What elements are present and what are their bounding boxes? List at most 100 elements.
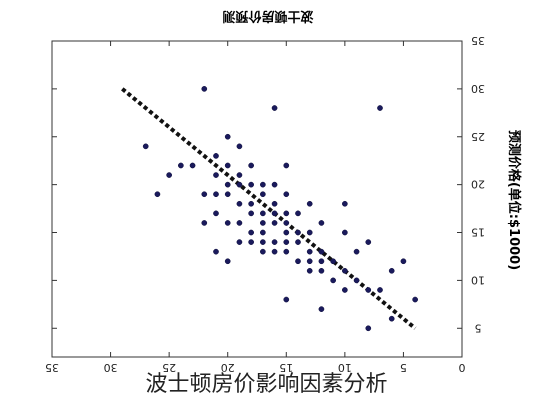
scatter-point bbox=[306, 200, 313, 207]
scatter-point bbox=[213, 248, 219, 255]
scatter-point bbox=[271, 181, 278, 188]
scatter-point bbox=[154, 191, 161, 198]
scatter-point bbox=[142, 143, 149, 150]
scatter-point bbox=[248, 200, 254, 207]
scatter-point bbox=[248, 229, 254, 236]
scatter-point bbox=[295, 258, 301, 265]
scatter-point bbox=[318, 248, 325, 255]
scatter-point bbox=[318, 220, 325, 226]
x-tick-label: 0 bbox=[459, 361, 466, 374]
scatter-point bbox=[271, 220, 278, 226]
scatter-point bbox=[271, 239, 278, 245]
scatter-point bbox=[353, 248, 360, 255]
scatter-point bbox=[342, 287, 348, 293]
scatter-point bbox=[236, 143, 243, 150]
scatter-point bbox=[318, 306, 325, 312]
scatter-point bbox=[224, 162, 231, 169]
scatter-point bbox=[388, 267, 395, 274]
y-tick-label: 15 bbox=[471, 226, 485, 239]
plot-frame bbox=[51, 40, 463, 358]
scatter-point bbox=[248, 162, 254, 169]
scatter-point bbox=[271, 200, 278, 207]
scatter-point bbox=[295, 229, 301, 236]
scatter-point bbox=[330, 277, 336, 284]
scatter-point bbox=[224, 133, 231, 140]
scatter-point bbox=[224, 191, 231, 198]
scatter-point bbox=[248, 181, 254, 188]
scatter-point bbox=[295, 239, 301, 245]
scatter-point bbox=[342, 229, 348, 236]
scatter-point bbox=[400, 258, 407, 265]
scatter-point bbox=[306, 248, 313, 255]
scatter-point bbox=[365, 287, 372, 293]
y-tick-label: 20 bbox=[471, 178, 485, 191]
scatter-point bbox=[271, 210, 278, 217]
scatter-point bbox=[201, 220, 208, 226]
scatter-point bbox=[283, 210, 290, 217]
x-tick-label: 5 bbox=[400, 361, 407, 374]
scatter-point bbox=[306, 267, 313, 274]
y-tick-label: 5 bbox=[475, 321, 482, 334]
scatter-point bbox=[224, 181, 231, 188]
scatter-point bbox=[318, 258, 325, 265]
scatter-point bbox=[283, 229, 290, 236]
scatter-point bbox=[236, 181, 243, 188]
scatter-point bbox=[283, 239, 290, 245]
scatter-point bbox=[283, 191, 290, 198]
scatter-point bbox=[260, 220, 266, 226]
scatter-point bbox=[342, 200, 348, 207]
y-tick-label: 10 bbox=[471, 273, 485, 286]
scatter-point bbox=[213, 172, 219, 178]
y-tick-label: 25 bbox=[471, 130, 485, 143]
scatter-point bbox=[260, 239, 266, 245]
y-tick-label: 30 bbox=[471, 82, 485, 95]
scatter-point bbox=[166, 172, 172, 178]
scatter-point bbox=[248, 210, 254, 217]
trend-line bbox=[121, 87, 417, 330]
scatter-point bbox=[178, 162, 184, 169]
scatter-point bbox=[318, 267, 325, 274]
scatter-point bbox=[412, 296, 418, 303]
scatter-point bbox=[260, 181, 266, 188]
scatter-point bbox=[306, 258, 313, 265]
scatter-point bbox=[377, 287, 383, 293]
scatter-point bbox=[330, 258, 336, 265]
scatter-point bbox=[283, 162, 290, 169]
scatter-point bbox=[260, 210, 266, 217]
scatter-point bbox=[224, 258, 231, 265]
scatter-point bbox=[283, 220, 290, 226]
scatter-point bbox=[213, 210, 219, 217]
caption: 波士顿房价影响因素分析 bbox=[145, 372, 388, 397]
scatter-point bbox=[271, 105, 278, 111]
scatter-point bbox=[365, 325, 372, 332]
scatter-point bbox=[236, 172, 243, 178]
scatter-point bbox=[295, 210, 301, 217]
scatter-point bbox=[260, 229, 266, 236]
x-tick-label: 20 bbox=[221, 361, 235, 374]
x-tick-label: 30 bbox=[104, 361, 118, 374]
scatter-point bbox=[283, 248, 290, 255]
scatter-point bbox=[213, 153, 219, 159]
trend-line-group bbox=[121, 87, 417, 330]
scatter-point bbox=[189, 162, 196, 169]
scatter-point bbox=[236, 220, 243, 226]
scatter-point bbox=[224, 220, 231, 226]
scatter-point bbox=[377, 105, 383, 111]
scatter-point bbox=[201, 86, 208, 92]
x-axis: 0 5 10 15 20 25 30 35 bbox=[45, 41, 466, 374]
scatter-point bbox=[271, 248, 278, 255]
y-axis: 5 10 15 20 25 30 35 bbox=[52, 34, 485, 334]
scatter-point bbox=[306, 229, 313, 236]
scatter-point bbox=[365, 239, 372, 245]
y-axis-label: 预测价格(单位:$1000) bbox=[506, 130, 522, 270]
scatter-point bbox=[201, 191, 208, 198]
x-tick-label: 25 bbox=[162, 361, 176, 374]
scatter-point bbox=[213, 191, 219, 198]
scatter-point bbox=[283, 296, 290, 303]
chart-title: 波士顿房价预测 bbox=[222, 8, 313, 24]
points-group bbox=[142, 86, 418, 332]
scatter-point bbox=[248, 239, 254, 245]
y-tick-label: 35 bbox=[471, 34, 485, 47]
